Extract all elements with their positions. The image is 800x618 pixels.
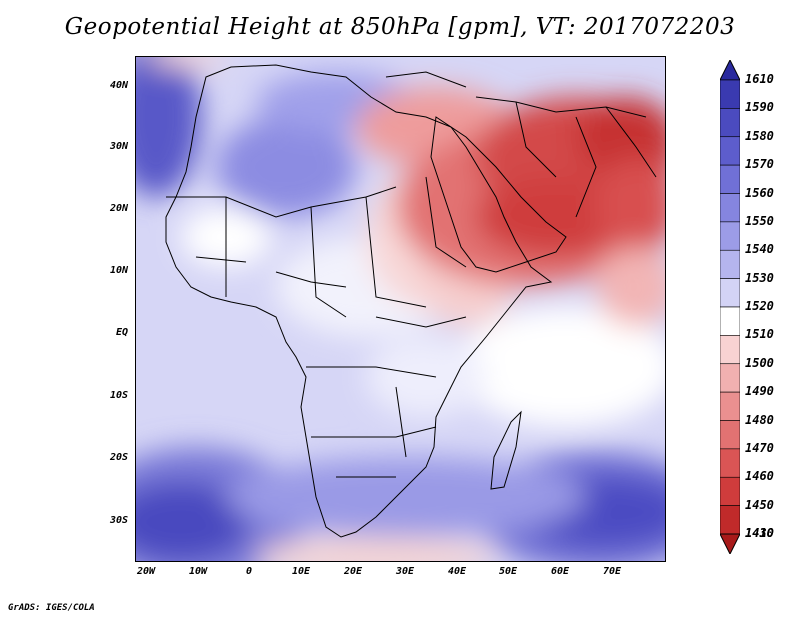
colorbar-segment xyxy=(720,136,740,166)
colorbar-label: 1590 xyxy=(745,100,774,115)
colorbar-label: 1460 xyxy=(745,469,774,484)
colorbar-label: 1550 xyxy=(745,213,774,228)
colorbar-segment xyxy=(720,476,740,506)
lat-label: 20N xyxy=(109,203,128,214)
lon-label: 50E xyxy=(498,566,518,577)
colorbar-segment xyxy=(720,108,740,138)
colorbar-label: 1520 xyxy=(745,299,774,313)
colorbar-segment xyxy=(720,420,740,450)
colorbar-label: 1580 xyxy=(745,128,774,143)
colorbar-label: 1530 xyxy=(745,270,774,285)
colorbar-segment xyxy=(720,249,740,279)
lon-label: 10W xyxy=(188,566,208,577)
colorbar-top-arrow xyxy=(720,60,740,81)
colorbar-segment xyxy=(720,221,740,251)
colorbar-segment xyxy=(720,448,740,478)
map-panel xyxy=(135,56,666,562)
colorbar-label: 1490 xyxy=(745,384,774,399)
geopotential-map xyxy=(136,57,665,561)
lat-label: 10N xyxy=(109,265,128,276)
colorbar-label: 1480 xyxy=(745,412,774,427)
colorbar-bottom-arrow xyxy=(720,533,740,554)
colorbar-label: 1450 xyxy=(745,497,774,512)
lon-label: 10E xyxy=(291,566,311,577)
lon-label: 20W xyxy=(136,566,156,577)
lat-label: 30S xyxy=(109,515,128,526)
colorbar-label: 1570 xyxy=(745,157,774,172)
credit-text: GrADS: IGES/COLA xyxy=(8,603,95,613)
height-field-blobs xyxy=(136,57,665,561)
lat-label: 20S xyxy=(109,452,128,463)
lon-label: 20E xyxy=(343,566,363,577)
colorbar xyxy=(720,60,740,554)
colorbar-label: 1410 xyxy=(745,526,774,540)
colorbar-segment xyxy=(720,505,740,535)
colorbar-label: 1470 xyxy=(745,440,774,455)
colorbar-segment xyxy=(720,363,740,393)
coastlines-borders xyxy=(165,64,657,538)
colorbar-label: 1540 xyxy=(745,242,774,257)
lon-label: 40E xyxy=(447,566,467,577)
chart-title: Geopotential Height at 850hPa [gpm], VT:… xyxy=(64,14,736,40)
colorbar-segment xyxy=(720,164,740,194)
colorbar-label: 1510 xyxy=(745,327,774,342)
colorbar-label: 1430 xyxy=(745,526,774,540)
colorbar-segment xyxy=(720,193,740,223)
colorbar-segment xyxy=(720,306,740,336)
lon-label: 0 xyxy=(245,566,253,577)
lat-label: 30N xyxy=(109,141,128,152)
lon-label: 60E xyxy=(550,566,570,577)
lat-label: 10S xyxy=(109,390,128,401)
lon-label: 30E xyxy=(395,566,415,577)
colorbar-label: 1500 xyxy=(745,355,774,370)
colorbar-segment xyxy=(720,278,740,308)
lat-label: EQ xyxy=(115,327,128,338)
colorbar-segment xyxy=(720,335,740,365)
colorbar-segment xyxy=(720,79,740,109)
colorbar-label: 1610 xyxy=(745,72,774,86)
colorbar-label: 1560 xyxy=(745,185,774,200)
lon-label: 70E xyxy=(602,566,622,577)
lat-label: 40N xyxy=(109,80,128,91)
colorbar-segment xyxy=(720,391,740,421)
